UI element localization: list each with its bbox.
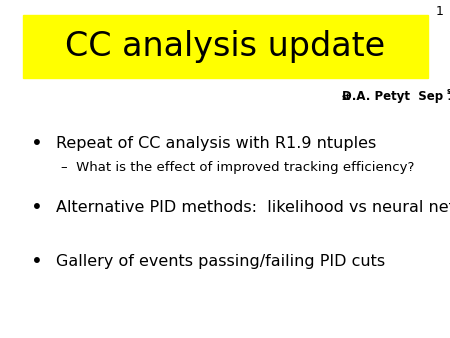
Text: st: st (447, 87, 450, 96)
Text: Repeat of CC analysis with R1.9 ntuples: Repeat of CC analysis with R1.9 ntuples (56, 136, 377, 151)
Text: •: • (32, 134, 43, 153)
Text: •: • (32, 198, 43, 217)
Text: Alternative PID methods:  likelihood vs neural net: Alternative PID methods: likelihood vs n… (56, 200, 450, 215)
Text: 1: 1 (436, 5, 443, 18)
Text: •: • (32, 252, 43, 271)
Text: –  What is the effect of improved tracking efficiency?: – What is the effect of improved trackin… (61, 161, 414, 174)
Text: Gallery of events passing/failing PID cuts: Gallery of events passing/failing PID cu… (56, 255, 385, 269)
FancyBboxPatch shape (22, 15, 427, 78)
Text: CC analysis update: CC analysis update (65, 30, 385, 63)
Text: st: st (342, 93, 351, 102)
Text: D.A. Petyt  Sep 1: D.A. Petyt Sep 1 (342, 90, 450, 103)
